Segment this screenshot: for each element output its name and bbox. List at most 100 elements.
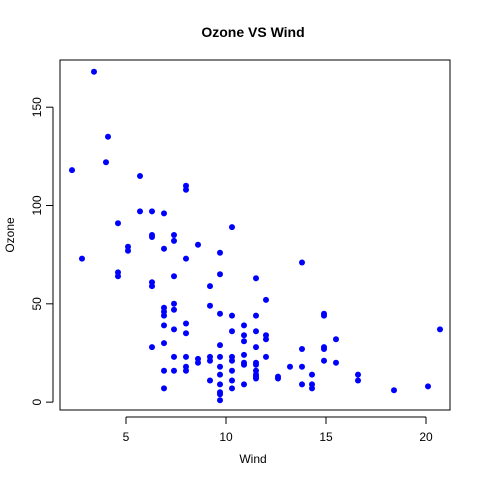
scatter-point: [161, 322, 167, 329]
scatter-point: [217, 353, 223, 360]
x-tick-label: 5: [123, 430, 130, 444]
scatter-point: [287, 363, 293, 370]
scatter-point: [217, 310, 223, 317]
scatter-point: [263, 353, 269, 360]
scatter-point: [229, 312, 235, 319]
scatter-point: [253, 312, 259, 319]
y-axis-label: Ozone: [3, 217, 17, 253]
scatter-point: [333, 336, 339, 343]
scatter-point: [321, 312, 327, 319]
scatter-point: [115, 220, 121, 227]
scatter-point: [183, 255, 189, 262]
x-axis-label: Wind: [239, 452, 266, 466]
scatter-point: [253, 328, 259, 335]
scatter-point: [355, 371, 361, 378]
y-tick-label: 0: [30, 398, 44, 405]
scatter-point: [263, 336, 269, 343]
scatter-point: [299, 346, 305, 352]
scatter-point: [229, 367, 235, 374]
scatter-point: [171, 232, 177, 238]
scatter-point: [299, 363, 305, 370]
scatter-point: [355, 377, 361, 384]
scatter-point: [91, 68, 97, 75]
scatter-point: [217, 342, 223, 349]
scatter-point: [229, 357, 235, 364]
scatter-point: [171, 353, 177, 360]
scatter-point: [241, 338, 247, 345]
scatter-point: [161, 340, 167, 347]
scatter-point: [241, 322, 247, 329]
x-axis: 5 10 15 20: [123, 416, 433, 444]
scatter-point: [217, 271, 223, 278]
scatter-point: [183, 320, 189, 327]
scatter-point: [183, 367, 189, 374]
scatter-point: [253, 275, 259, 282]
scatter-point: [137, 208, 143, 215]
x-tick-label: 20: [419, 430, 433, 444]
scatter-point: [149, 283, 155, 290]
y-tick-label: 100: [30, 195, 44, 215]
scatter-point: [217, 363, 223, 370]
scatter-point: [207, 357, 213, 364]
scatter-point: [171, 326, 177, 333]
plot-area-frame: [59, 59, 451, 411]
scatter-point: [437, 326, 443, 333]
scatter-point: [105, 133, 111, 140]
scatter-point: [69, 167, 75, 174]
scatter-point: [207, 377, 213, 384]
scatter-point: [161, 385, 167, 392]
scatter-point: [195, 241, 201, 248]
scatter-point: [217, 381, 223, 388]
scatter-point: [161, 312, 167, 319]
scatter-point: [207, 283, 213, 290]
x-tick-label: 10: [219, 430, 233, 444]
scatter-point: [171, 300, 177, 307]
scatter-point: [253, 361, 259, 368]
scatter-point: [79, 255, 85, 262]
scatter-point: [299, 259, 305, 266]
scatter-point: [195, 359, 201, 366]
scatter-point: [321, 357, 327, 364]
scatter-point: [217, 397, 223, 404]
scatter-point: [217, 371, 223, 378]
scatter-point: [253, 344, 259, 351]
scatter-point: [171, 237, 177, 244]
scatter-point: [149, 234, 155, 240]
scatter-point: [253, 375, 259, 382]
scatter-point: [321, 346, 327, 352]
scatter-point: [137, 173, 143, 179]
scatter-point: [125, 247, 131, 254]
scatter-point: [207, 302, 213, 309]
scatter-point: [217, 391, 223, 398]
scatter-point: [161, 367, 167, 374]
scatter-point: [149, 344, 155, 351]
scatter-point: [229, 385, 235, 392]
scatter-point: [183, 330, 189, 337]
y-axis: 0 50 100 150: [30, 97, 54, 405]
scatter-point: [229, 377, 235, 384]
scatter-point: [161, 210, 167, 217]
scatter-point: [309, 385, 315, 392]
scatter-point: [299, 381, 305, 388]
scatter-point: [263, 296, 269, 303]
scatter-point: [241, 332, 247, 339]
scatter-point: [149, 208, 155, 215]
x-tick-label: 15: [319, 430, 333, 444]
scatter-point: [309, 371, 315, 378]
scatter-point: [229, 224, 235, 231]
scatter-point: [275, 375, 281, 382]
scatter-point: [241, 361, 247, 368]
scatter-point: [161, 245, 167, 252]
scatter-point: [229, 328, 235, 335]
scatter-point: [425, 383, 431, 390]
scatter-point: [183, 353, 189, 360]
scatter-point: [391, 387, 397, 394]
scatter-point: [115, 273, 121, 280]
scatter-point: [171, 306, 177, 313]
y-tick-label: 50: [30, 297, 44, 311]
y-tick-label: 150: [30, 97, 44, 117]
scatter-point: [183, 186, 189, 193]
scatter-point: [171, 273, 177, 280]
scatter-point: [171, 367, 177, 374]
